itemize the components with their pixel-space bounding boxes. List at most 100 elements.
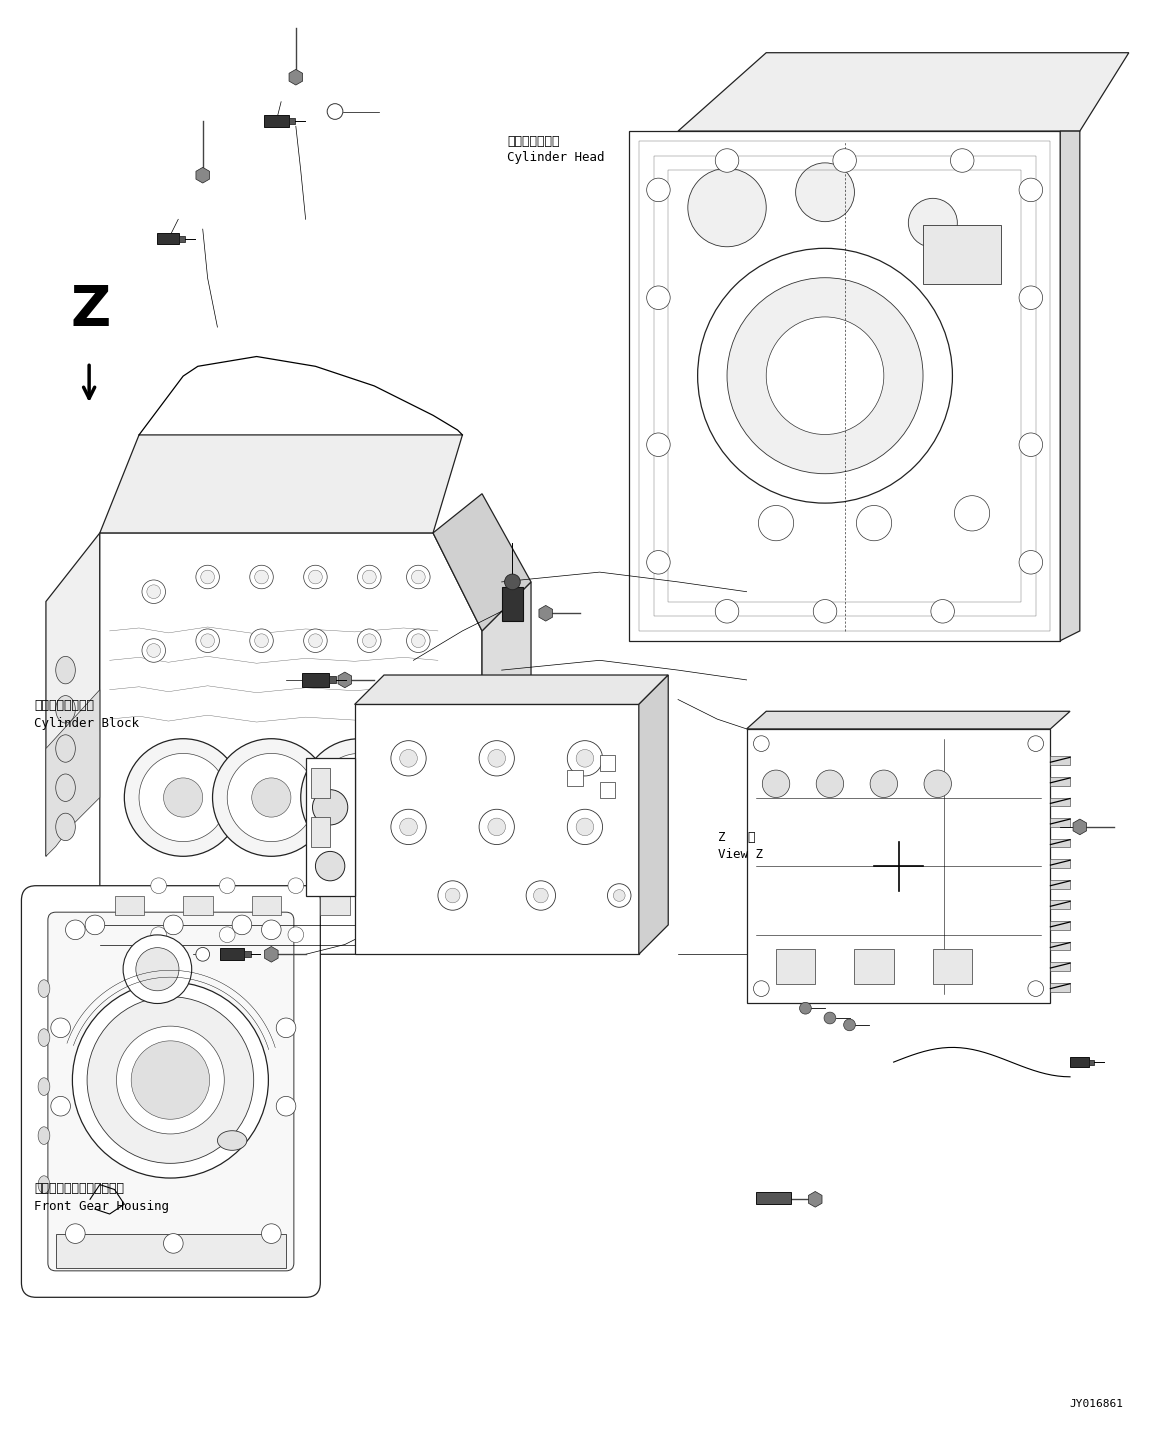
Circle shape (950, 149, 973, 172)
Circle shape (1019, 285, 1042, 310)
Circle shape (201, 569, 214, 584)
Circle shape (391, 810, 426, 845)
Bar (329, 677, 336, 684)
Circle shape (1019, 178, 1042, 201)
Polygon shape (538, 606, 552, 622)
Polygon shape (100, 533, 481, 955)
Bar (1050, 777, 1070, 785)
Circle shape (438, 881, 468, 910)
Circle shape (195, 948, 209, 961)
Circle shape (698, 248, 952, 503)
Circle shape (825, 1013, 836, 1024)
Text: Front Gear Housing: Front Gear Housing (35, 1200, 170, 1213)
Circle shape (195, 629, 220, 652)
Circle shape (799, 1003, 812, 1014)
Bar (388, 895, 419, 916)
Bar (933, 949, 972, 984)
Polygon shape (678, 52, 1129, 130)
Bar (264, 114, 288, 128)
Circle shape (534, 888, 548, 903)
Polygon shape (433, 494, 531, 630)
Circle shape (277, 1097, 295, 1116)
Bar (311, 817, 330, 846)
Circle shape (201, 633, 214, 648)
Ellipse shape (56, 735, 76, 762)
Circle shape (715, 149, 739, 172)
Bar (1050, 942, 1070, 951)
Circle shape (151, 927, 166, 942)
Circle shape (479, 810, 514, 845)
Bar (244, 951, 251, 958)
Circle shape (195, 565, 220, 588)
Circle shape (479, 740, 514, 777)
Text: シリンダヘッド: シリンダヘッド (507, 135, 559, 148)
Circle shape (856, 506, 892, 540)
Circle shape (357, 927, 372, 942)
Circle shape (251, 778, 291, 817)
Bar (220, 948, 244, 961)
Circle shape (908, 199, 957, 248)
Ellipse shape (38, 1078, 50, 1095)
Circle shape (647, 285, 670, 310)
Bar (747, 729, 1050, 1003)
Circle shape (147, 643, 160, 658)
Polygon shape (638, 675, 669, 955)
Bar (320, 895, 350, 916)
Bar (669, 171, 1021, 601)
Ellipse shape (56, 813, 76, 840)
Bar (114, 895, 144, 916)
Ellipse shape (56, 696, 76, 723)
Bar (1050, 859, 1070, 868)
Circle shape (262, 1224, 281, 1243)
Circle shape (488, 749, 506, 767)
Circle shape (687, 168, 766, 246)
Circle shape (955, 496, 990, 530)
Circle shape (313, 790, 348, 824)
Circle shape (576, 819, 594, 836)
Bar (600, 755, 615, 771)
Text: JY016861: JY016861 (1069, 1398, 1122, 1408)
Circle shape (526, 881, 556, 910)
Circle shape (288, 878, 304, 894)
Circle shape (1028, 736, 1043, 752)
Circle shape (308, 633, 322, 648)
Bar (1050, 900, 1070, 909)
Circle shape (131, 1040, 209, 1119)
Bar (1050, 962, 1070, 971)
Circle shape (327, 104, 343, 119)
Circle shape (445, 888, 461, 903)
Circle shape (363, 633, 376, 648)
Circle shape (164, 778, 202, 817)
Ellipse shape (217, 1130, 247, 1151)
Circle shape (213, 739, 330, 856)
Circle shape (357, 565, 381, 588)
Text: フロントギヤーハウジング: フロントギヤーハウジング (35, 1182, 124, 1195)
Circle shape (363, 569, 376, 584)
Circle shape (870, 769, 898, 797)
Circle shape (816, 769, 843, 797)
Text: View Z: View Z (719, 848, 763, 861)
Circle shape (1019, 551, 1042, 574)
Bar (629, 130, 1061, 640)
Ellipse shape (38, 1175, 50, 1194)
Bar (311, 768, 330, 797)
Text: シリンダブロック: シリンダブロック (35, 698, 94, 711)
Circle shape (147, 585, 160, 598)
Polygon shape (338, 672, 351, 688)
Bar (1050, 922, 1070, 930)
Text: Z   視: Z 視 (719, 832, 756, 843)
Polygon shape (264, 946, 278, 962)
Circle shape (51, 1097, 71, 1116)
Circle shape (930, 600, 955, 623)
Circle shape (233, 916, 251, 935)
Circle shape (813, 600, 837, 623)
Circle shape (308, 569, 322, 584)
Circle shape (407, 565, 430, 588)
Circle shape (762, 769, 790, 797)
Circle shape (142, 639, 165, 662)
Ellipse shape (38, 1127, 50, 1145)
FancyBboxPatch shape (48, 913, 294, 1271)
Bar (56, 1233, 286, 1268)
Circle shape (65, 1224, 85, 1243)
Bar (501, 587, 523, 622)
